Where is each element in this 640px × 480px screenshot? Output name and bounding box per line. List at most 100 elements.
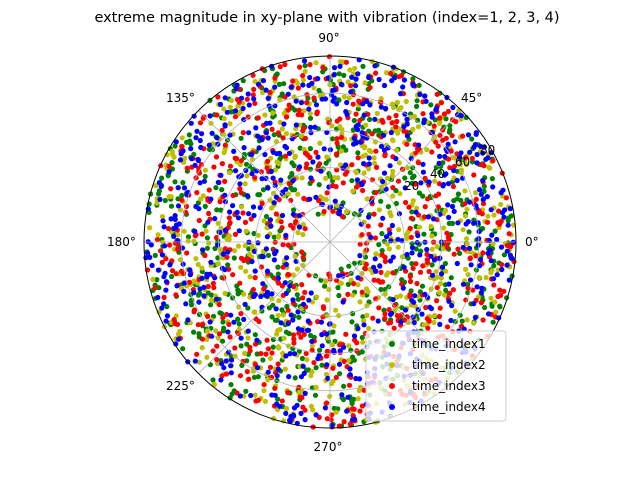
scatter-point xyxy=(300,363,306,369)
scatter-point xyxy=(420,263,426,269)
scatter-point xyxy=(221,365,227,371)
scatter-point xyxy=(380,178,386,185)
scatter-point xyxy=(438,100,445,106)
scatter-point xyxy=(462,155,469,161)
scatter-point xyxy=(236,321,242,327)
scatter-point xyxy=(238,335,244,341)
scatter-point xyxy=(336,361,343,367)
scatter-point xyxy=(431,312,438,319)
scatter-point xyxy=(281,335,287,341)
scatter-point xyxy=(460,244,466,251)
scatter-point xyxy=(301,370,307,376)
scatter-point xyxy=(281,121,287,127)
scatter-point xyxy=(175,203,182,209)
scatter-point xyxy=(275,271,281,277)
scatter-point xyxy=(302,289,308,295)
scatter-point xyxy=(475,242,481,248)
scatter-point xyxy=(287,418,293,424)
scatter-point xyxy=(293,122,299,128)
scatter-point xyxy=(337,63,343,69)
scatter-point xyxy=(357,408,363,414)
scatter-point xyxy=(506,277,512,283)
scatter-point xyxy=(402,185,408,191)
scatter-point xyxy=(274,373,280,379)
scatter-point xyxy=(200,115,206,121)
scatter-point xyxy=(313,412,319,418)
scatter-point xyxy=(399,305,405,311)
scatter-point xyxy=(269,350,275,356)
scatter-point xyxy=(371,264,377,270)
scatter-point xyxy=(187,267,193,273)
scatter-point xyxy=(464,206,470,212)
scatter-point xyxy=(438,271,445,277)
scatter-point xyxy=(378,222,384,228)
scatter-point xyxy=(382,291,388,297)
scatter-point xyxy=(191,290,197,296)
scatter-point xyxy=(248,152,255,158)
scatter-point xyxy=(187,272,193,278)
scatter-point xyxy=(464,161,470,168)
scatter-point xyxy=(271,257,277,263)
scatter-point xyxy=(292,375,298,381)
scatter-point xyxy=(332,198,338,204)
scatter-point xyxy=(150,276,156,282)
scatter-point xyxy=(240,358,246,364)
scatter-point xyxy=(266,305,272,311)
scatter-point xyxy=(415,124,421,130)
scatter-point xyxy=(383,234,390,240)
scatter-point xyxy=(300,73,306,79)
scatter-point xyxy=(267,197,273,203)
scatter-point xyxy=(259,308,265,314)
scatter-point xyxy=(320,196,326,202)
scatter-point xyxy=(315,211,321,217)
scatter-point xyxy=(267,89,273,96)
angle-label-135: 135° xyxy=(166,91,195,105)
angle-label-45: 45° xyxy=(461,91,482,105)
scatter-point xyxy=(297,394,303,400)
scatter-point xyxy=(345,291,351,297)
scatter-point xyxy=(366,155,372,161)
scatter-point xyxy=(278,177,284,183)
scatter-point xyxy=(263,246,269,252)
scatter-point xyxy=(437,169,443,176)
scatter-point xyxy=(296,107,302,113)
scatter-point xyxy=(380,215,386,221)
scatter-point xyxy=(275,275,281,281)
scatter-point xyxy=(220,255,226,261)
scatter-point xyxy=(390,168,396,174)
scatter-point xyxy=(235,316,241,322)
scatter-point xyxy=(308,130,314,136)
scatter-point xyxy=(333,374,339,381)
scatter-point xyxy=(351,135,357,141)
scatter-point xyxy=(420,169,426,175)
scatter-point xyxy=(171,225,177,232)
scatter-point xyxy=(215,179,221,185)
scatter-point xyxy=(385,145,391,151)
scatter-point xyxy=(409,250,415,256)
scatter-point xyxy=(349,178,355,184)
scatter-point xyxy=(378,286,384,293)
scatter-point xyxy=(334,167,340,173)
scatter-point xyxy=(337,59,343,65)
scatter-point xyxy=(354,177,360,183)
scatter-point xyxy=(295,309,301,315)
scatter-point xyxy=(224,311,230,318)
scatter-point xyxy=(481,183,487,189)
scatter-point xyxy=(305,152,311,158)
scatter-point xyxy=(195,322,201,328)
scatter-point xyxy=(191,113,197,119)
scatter-point xyxy=(296,213,302,219)
scatter-point xyxy=(300,231,306,238)
scatter-point xyxy=(243,228,249,234)
scatter-point xyxy=(268,168,274,174)
scatter-point xyxy=(384,175,391,181)
scatter-point xyxy=(498,190,504,196)
scatter-point xyxy=(366,214,372,220)
scatter-point xyxy=(306,106,312,112)
scatter-point xyxy=(460,281,467,287)
scatter-point xyxy=(183,301,189,307)
legend-entry-time-index2: time_index2 xyxy=(389,358,486,372)
scatter-point xyxy=(261,286,267,292)
scatter-point xyxy=(200,321,206,327)
scatter-point xyxy=(344,408,350,414)
